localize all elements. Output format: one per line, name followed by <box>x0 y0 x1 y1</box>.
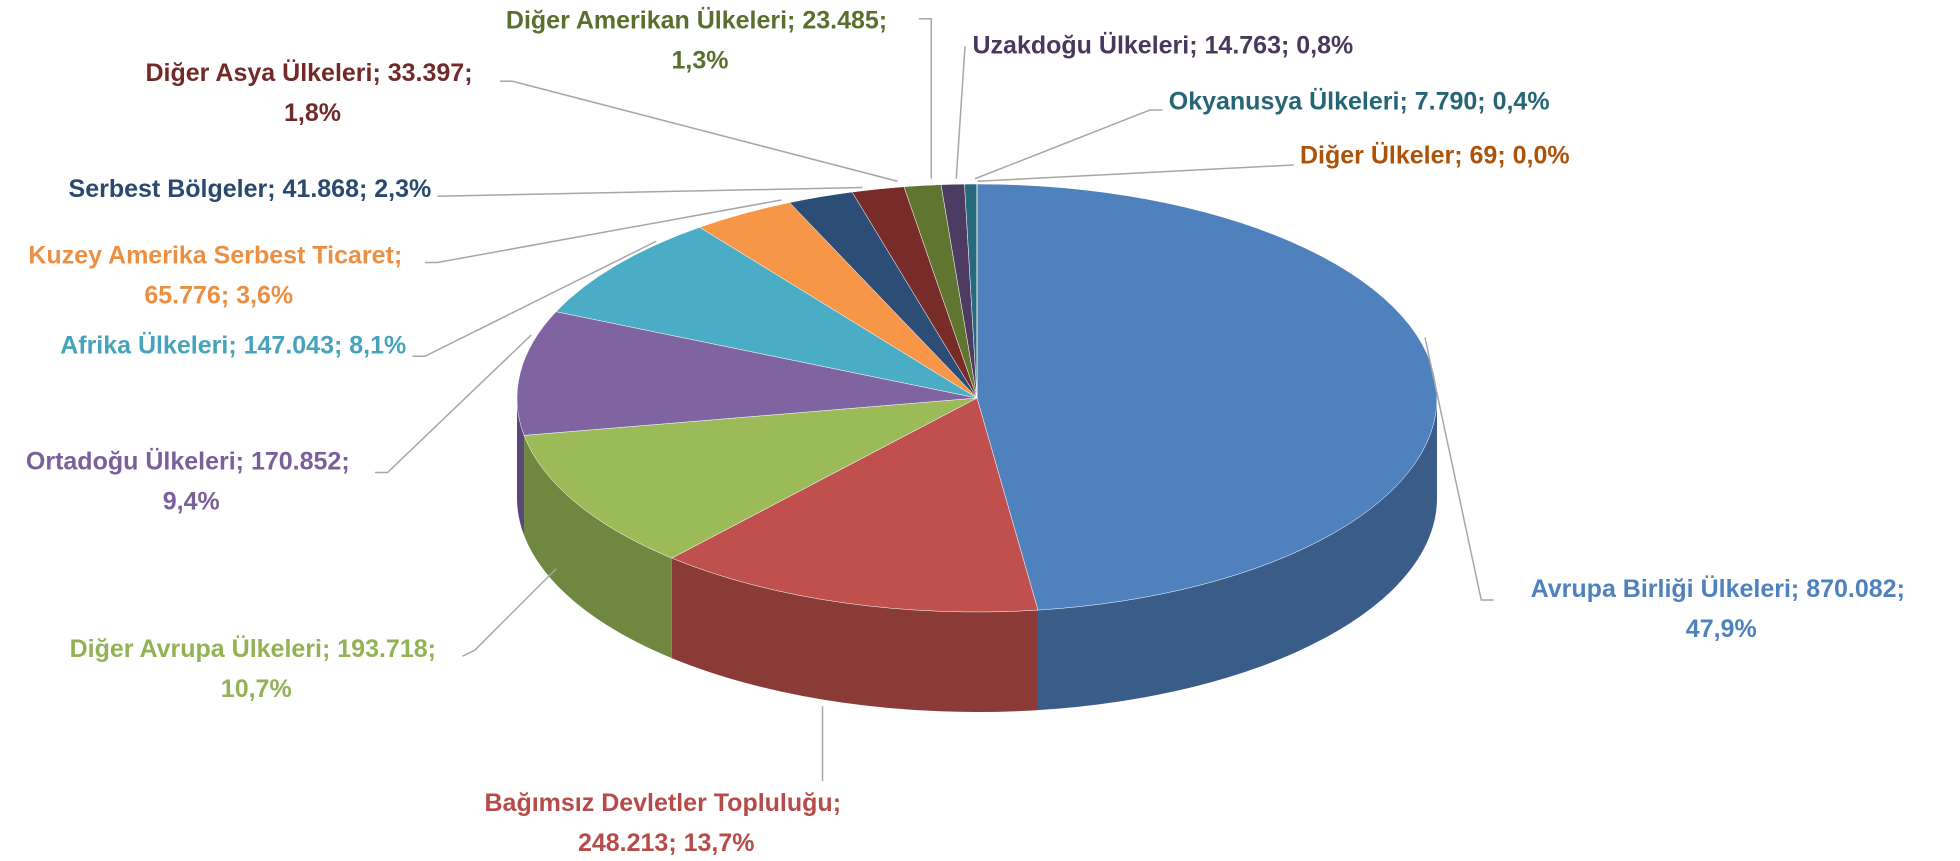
label-part: 9,4% <box>163 487 220 515</box>
label-part: 69 <box>1470 141 1498 169</box>
label-part: Serbest Bölgeler <box>69 175 268 203</box>
slice-side <box>1037 398 1437 711</box>
label-part: Bağımsız Devletler Topluluğu <box>485 788 833 816</box>
label-part: Diğer Ülkeler <box>1300 140 1455 169</box>
label-part: ; <box>1189 31 1204 59</box>
data-label: Serbest Bölgeler; 41.868; 2,3% <box>69 175 432 203</box>
label-part: ; <box>787 6 802 34</box>
label-part: ; <box>879 6 894 34</box>
slice-side <box>517 398 525 536</box>
label-part: ; <box>1454 141 1469 169</box>
label-part: 13,7% <box>684 828 755 856</box>
label-part: 33.397 <box>388 58 464 86</box>
label-part: 0,0% <box>1513 141 1570 169</box>
label-part: ; <box>1281 31 1296 59</box>
label-part: Diğer Amerikan Ülkeleri <box>506 5 787 34</box>
data-label: Ortadoğu Ülkeleri; 170.852; 9,4% <box>26 446 357 515</box>
label-part: Diğer Asya Ülkeleri <box>146 57 373 86</box>
label-part: 870.082 <box>1806 575 1896 603</box>
leader-line <box>974 109 1163 180</box>
label-part: 1,8% <box>284 98 341 126</box>
label-part: ; <box>1399 87 1414 115</box>
label-part: Kuzey Amerika Serbest Ticaret <box>28 241 394 269</box>
leader-line <box>500 80 898 182</box>
label-part: ; <box>1791 575 1806 603</box>
leader-line <box>437 186 863 197</box>
label-part: 3,6% <box>236 281 293 309</box>
leader-line <box>425 199 782 264</box>
label-part: 65.776 <box>144 281 220 309</box>
leader-line <box>977 164 1294 182</box>
data-label: Diğer Amerikan Ülkeleri; 23.485; 1,3% <box>506 5 894 74</box>
leader-line <box>918 18 932 179</box>
data-label: Diğer Asya Ülkeleri; 33.397; 1,8% <box>146 57 480 126</box>
label-part: Afrika Ülkeleri <box>60 330 228 359</box>
label-part: 8,1% <box>349 331 406 359</box>
label-part: Uzakdoğu Ülkeleri <box>973 30 1190 59</box>
label-part: 10,7% <box>221 675 292 703</box>
label-part: ; <box>1897 575 1912 603</box>
label-part: 23.485 <box>802 6 879 34</box>
label-part: Diğer Avrupa Ülkeleri <box>70 634 322 663</box>
label-part: Ortadoğu Ülkeleri <box>26 446 236 475</box>
label-part: ; <box>372 58 387 86</box>
label-part: Avrupa Birliği Ülkeleri <box>1531 574 1791 603</box>
data-label: Diğer Avrupa Ülkeleri; 193.718; 10,7% <box>70 634 443 703</box>
label-part: ; <box>1477 87 1492 115</box>
label-part: 147.043 <box>244 331 334 359</box>
label-part: ; <box>428 635 443 663</box>
label-part: 170.852 <box>251 447 341 475</box>
data-label: Bağımsız Devletler Topluluğu; 248.213; 1… <box>485 788 848 856</box>
label-part: ; <box>359 175 374 203</box>
slice <box>523 397 978 559</box>
label-part: 1,3% <box>672 46 729 74</box>
leader-line <box>955 46 966 179</box>
label-part: 193.718 <box>337 635 427 663</box>
label-part: ; <box>221 281 236 309</box>
data-label: Uzakdoğu Ülkeleri; 14.763; 0,8% <box>973 30 1354 59</box>
label-part: ; <box>464 58 479 86</box>
leader-line <box>462 568 557 657</box>
label-part: ; <box>236 447 251 475</box>
leader-line <box>412 240 657 357</box>
label-part: 47,9% <box>1686 615 1757 643</box>
slice <box>516 311 978 436</box>
label-part: ; <box>668 828 683 856</box>
slice-side <box>524 435 672 659</box>
label-part: 0,4% <box>1493 87 1550 115</box>
label-part: 7.790 <box>1415 87 1478 115</box>
leader-line <box>1424 337 1494 601</box>
label-part: ; <box>334 331 349 359</box>
slice <box>976 183 1438 611</box>
data-label: Kuzey Amerika Serbest Ticaret; 65.776; 3… <box>28 241 409 309</box>
data-label: Okyanusya Ülkeleri; 7.790; 0,4% <box>1169 86 1550 115</box>
label-part: ; <box>833 788 848 816</box>
label-part: 0,8% <box>1296 31 1353 59</box>
data-label: Avrupa Birliği Ülkeleri; 870.082; 47,9% <box>1531 574 1912 643</box>
label-part: Okyanusya Ülkeleri <box>1169 86 1400 115</box>
label-part: 41.868 <box>283 175 360 203</box>
label-part: 248.213 <box>578 828 668 856</box>
label-part: ; <box>267 175 282 203</box>
label-part: ; <box>322 635 337 663</box>
leader-line <box>375 334 532 474</box>
label-part: ; <box>341 447 356 475</box>
label-part: ; <box>1497 141 1512 169</box>
label-part: ; <box>394 241 409 269</box>
label-part: ; <box>228 331 243 359</box>
data-label: Diğer Ülkeler; 69; 0,0% <box>1300 140 1570 169</box>
slice <box>671 397 1039 613</box>
slice <box>555 226 978 399</box>
slice-side <box>671 558 1038 712</box>
label-part: 14.763 <box>1205 31 1281 59</box>
data-label: Afrika Ülkeleri; 147.043; 8,1% <box>60 330 406 359</box>
label-part: 2,3% <box>374 175 431 203</box>
